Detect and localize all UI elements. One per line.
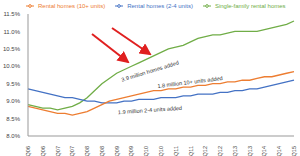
svg-text:3Q06: 3Q06 — [40, 146, 46, 156]
svg-text:1Q11: 1Q11 — [173, 146, 179, 156]
svg-text:1Q14: 1Q14 — [261, 146, 267, 156]
html-text:1.9 million 2-4 units added: 1.9 million 2-4 units added — [117, 104, 183, 116]
svg-text:1Q10: 1Q10 — [143, 146, 149, 156]
svg-text:10.0%: 10.0% — [8, 63, 21, 69]
svg-text:1Q12: 1Q12 — [202, 146, 208, 156]
svg-text:3Q08: 3Q08 — [99, 146, 105, 156]
svg-text:1Q07: 1Q07 — [55, 146, 61, 156]
svg-text:3Q14: 3Q14 — [276, 146, 282, 156]
svg-text:11.5%: 11.5% — [8, 11, 21, 17]
svg-text:8.0%: 8.0% — [8, 133, 21, 139]
svg-text:1Q08: 1Q08 — [84, 146, 90, 156]
svg-text:3Q13: 3Q13 — [247, 146, 253, 156]
html-text:1.8 million 10+ units added: 1.8 million 10+ units added — [157, 75, 223, 89]
html-text:Rental homes (2-4 units): Rental homes (2-4 units) — [127, 3, 193, 9]
svg-text:3Q09: 3Q09 — [128, 146, 134, 156]
svg-text:1Q06: 1Q06 — [25, 146, 31, 156]
svg-text:1Q15: 1Q15 — [291, 146, 292, 156]
svg-text:9.5%: 9.5% — [8, 81, 21, 87]
html-text:3.9 million homes added: 3.9 million homes added — [120, 59, 180, 83]
svg-text:9.0%: 9.0% — [8, 98, 21, 104]
svg-text:3Q07: 3Q07 — [69, 146, 75, 156]
svg-text:10.5%: 10.5% — [8, 46, 21, 52]
html-text:Single-family rental homes: Single-family rental homes — [214, 3, 286, 9]
svg-text:8.5%: 8.5% — [8, 116, 21, 122]
svg-text:3Q10: 3Q10 — [158, 146, 164, 156]
html-text:Rental homes (10+ units): Rental homes (10+ units) — [38, 3, 106, 9]
svg-text:1Q13: 1Q13 — [232, 146, 238, 156]
svg-text:3Q11: 3Q11 — [188, 146, 194, 156]
svg-text:3Q12: 3Q12 — [217, 146, 223, 156]
svg-text:11.0%: 11.0% — [8, 29, 21, 35]
svg-text:1Q09: 1Q09 — [114, 146, 120, 156]
